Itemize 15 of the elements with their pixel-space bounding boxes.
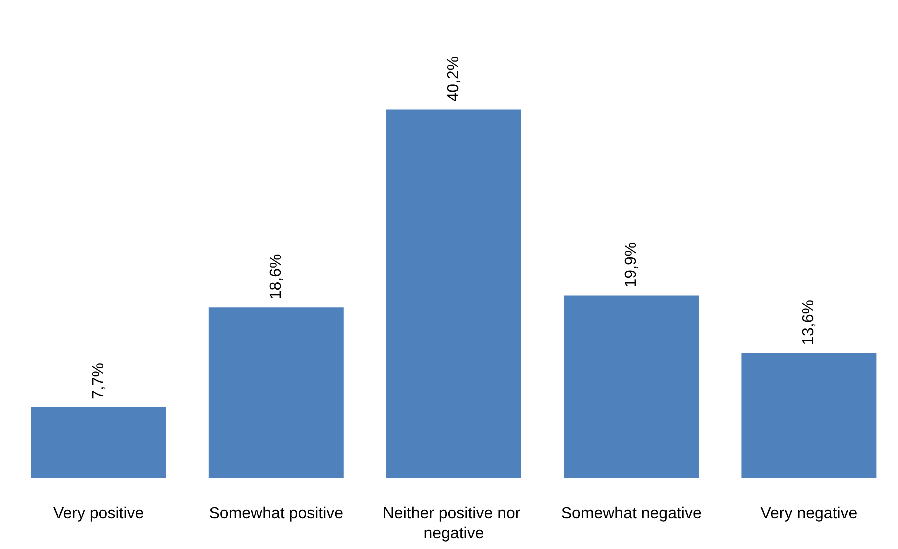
data-label: 7,7% [90, 363, 108, 400]
bar [208, 308, 344, 478]
data-label: 40,2% [446, 56, 462, 102]
data-label: 13,6% [800, 300, 818, 346]
data-label: 19,9% [623, 242, 640, 288]
x-tick-label: Neither positive nor negative [382, 506, 526, 542]
x-tick-label: Somewhat negative [561, 506, 702, 522]
data-label: 18,6% [268, 254, 285, 300]
bar [742, 353, 877, 478]
bar [386, 110, 522, 478]
x-tick-label: Very positive [53, 506, 144, 522]
bar [31, 407, 166, 478]
x-tick-label: Somewhat positive [209, 506, 344, 522]
x-tick-label: Very negative [760, 506, 858, 522]
bar [564, 296, 700, 478]
